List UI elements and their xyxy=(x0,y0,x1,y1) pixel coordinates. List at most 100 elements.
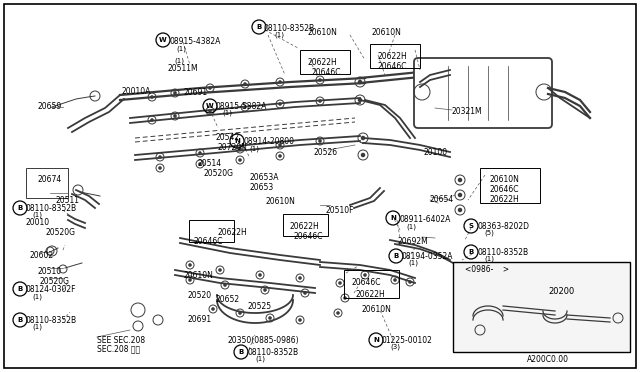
Text: 20542: 20542 xyxy=(215,133,239,142)
Text: B: B xyxy=(17,286,22,292)
Text: 20511M: 20511M xyxy=(168,64,198,73)
Text: 20622H: 20622H xyxy=(218,228,248,237)
Text: 20691: 20691 xyxy=(188,315,212,324)
Circle shape xyxy=(211,307,215,311)
Text: 08194-0352A: 08194-0352A xyxy=(402,252,454,261)
Bar xyxy=(453,262,630,352)
Text: 08110-8352B: 08110-8352B xyxy=(477,248,528,257)
Text: 20646C: 20646C xyxy=(194,237,223,246)
Text: 20010A: 20010A xyxy=(122,87,152,96)
Text: 20646C: 20646C xyxy=(352,278,381,287)
Text: (1): (1) xyxy=(32,324,42,330)
Text: B: B xyxy=(17,317,22,323)
Circle shape xyxy=(258,273,262,277)
Circle shape xyxy=(318,99,322,103)
Circle shape xyxy=(243,82,247,86)
Text: 20602: 20602 xyxy=(30,251,54,260)
Text: 20646C: 20646C xyxy=(311,68,340,77)
Text: 20520G: 20520G xyxy=(40,277,70,286)
Circle shape xyxy=(188,278,192,282)
Text: 20610N: 20610N xyxy=(265,197,295,206)
Text: (1): (1) xyxy=(249,145,259,151)
Circle shape xyxy=(173,91,177,95)
Text: 20610N: 20610N xyxy=(490,175,520,184)
Text: 20010: 20010 xyxy=(26,218,50,227)
Text: 20720N: 20720N xyxy=(218,143,248,152)
Circle shape xyxy=(150,118,154,122)
Circle shape xyxy=(158,155,162,159)
Text: N: N xyxy=(373,337,379,343)
Text: 20622H: 20622H xyxy=(355,290,385,299)
Text: 20692M: 20692M xyxy=(397,237,428,246)
Text: 20646C: 20646C xyxy=(293,232,323,241)
Text: 20520: 20520 xyxy=(188,291,212,300)
Text: 20520G: 20520G xyxy=(203,169,233,178)
Circle shape xyxy=(361,136,365,140)
Text: 20510: 20510 xyxy=(37,267,61,276)
Circle shape xyxy=(361,153,365,157)
Text: 20653: 20653 xyxy=(250,183,275,192)
Text: B: B xyxy=(468,249,474,255)
Text: (3): (3) xyxy=(390,344,400,350)
Text: 20653A: 20653A xyxy=(250,173,280,182)
Circle shape xyxy=(358,98,362,102)
Bar xyxy=(370,44,420,68)
Text: 20691: 20691 xyxy=(183,88,207,97)
Circle shape xyxy=(303,291,307,295)
FancyBboxPatch shape xyxy=(414,58,552,128)
Circle shape xyxy=(150,95,154,99)
Text: 08110-8352B: 08110-8352B xyxy=(26,204,77,213)
Bar xyxy=(344,270,399,298)
Circle shape xyxy=(393,278,397,282)
Circle shape xyxy=(318,139,322,143)
Text: (1): (1) xyxy=(406,223,416,230)
Text: (1): (1) xyxy=(32,293,42,299)
Circle shape xyxy=(278,154,282,158)
Text: 20622H: 20622H xyxy=(290,222,320,231)
Text: (1): (1) xyxy=(176,45,186,51)
Circle shape xyxy=(223,283,227,287)
Text: S: S xyxy=(468,223,474,229)
Text: SEE SEC.208: SEE SEC.208 xyxy=(97,336,145,345)
Circle shape xyxy=(238,158,242,162)
Text: 20610N: 20610N xyxy=(183,271,213,280)
Text: 20350(0885-0986): 20350(0885-0986) xyxy=(228,336,300,345)
Text: B: B xyxy=(17,205,22,211)
Text: 20520G: 20520G xyxy=(45,228,75,237)
Text: (1): (1) xyxy=(222,110,232,116)
Text: 01225-00102: 01225-00102 xyxy=(382,336,433,345)
Circle shape xyxy=(458,178,462,182)
Text: (5): (5) xyxy=(484,230,494,237)
Text: 20100: 20100 xyxy=(423,148,447,157)
Circle shape xyxy=(278,143,282,147)
Circle shape xyxy=(208,109,212,113)
Text: SEC.208 参照: SEC.208 参照 xyxy=(97,344,140,353)
Text: 20652: 20652 xyxy=(215,295,239,304)
Circle shape xyxy=(318,78,322,82)
Text: 08914-20800: 08914-20800 xyxy=(243,137,294,146)
Circle shape xyxy=(268,316,272,320)
Circle shape xyxy=(298,318,302,322)
Text: A200C0.00: A200C0.00 xyxy=(527,355,569,364)
Text: 20646C: 20646C xyxy=(490,185,520,194)
Circle shape xyxy=(238,147,242,151)
Text: 08363-8202D: 08363-8202D xyxy=(477,222,529,231)
Text: (1): (1) xyxy=(174,57,184,64)
Text: (1): (1) xyxy=(255,356,265,362)
Circle shape xyxy=(458,193,462,197)
Text: (1): (1) xyxy=(274,32,284,38)
Text: 20654: 20654 xyxy=(430,195,454,204)
Text: 20510F: 20510F xyxy=(325,206,353,215)
Circle shape xyxy=(198,151,202,155)
Text: 20622H: 20622H xyxy=(308,58,338,67)
Text: B: B xyxy=(394,253,399,259)
Text: 20659: 20659 xyxy=(37,102,61,111)
Circle shape xyxy=(238,311,242,315)
Text: 08110-8352B: 08110-8352B xyxy=(247,348,298,357)
Text: 20321M: 20321M xyxy=(452,107,483,116)
Text: B: B xyxy=(238,349,244,355)
Circle shape xyxy=(243,105,247,109)
Circle shape xyxy=(218,268,222,272)
Circle shape xyxy=(364,273,367,277)
Text: 20610N: 20610N xyxy=(362,305,392,314)
